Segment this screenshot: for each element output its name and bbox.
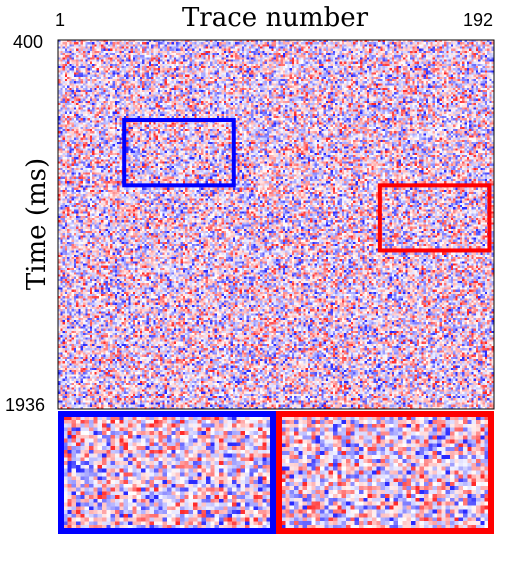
y-tick-label-end: 1936 <box>5 395 45 415</box>
y-tick-label-start: 400 <box>13 32 43 52</box>
red-zoom-heatmap <box>281 416 489 529</box>
seismic-section <box>57 39 495 410</box>
y-axis-label: Time (ms) <box>22 158 52 290</box>
x-axis-label: Trace number <box>182 3 369 33</box>
x-tick-label-start: 1 <box>55 10 65 30</box>
blue-zoom-heatmap <box>63 416 271 529</box>
blue-highlight-box <box>122 117 236 188</box>
section-border <box>57 39 495 410</box>
zoom-panel-red <box>276 411 494 534</box>
x-tick-label-end: 192 <box>463 10 493 30</box>
red-zoom-frame <box>276 411 494 534</box>
red-highlight-box <box>377 183 492 253</box>
blue-zoom-frame <box>58 411 276 534</box>
noise-heatmap <box>58 40 494 409</box>
zoom-panel-blue <box>58 411 276 534</box>
